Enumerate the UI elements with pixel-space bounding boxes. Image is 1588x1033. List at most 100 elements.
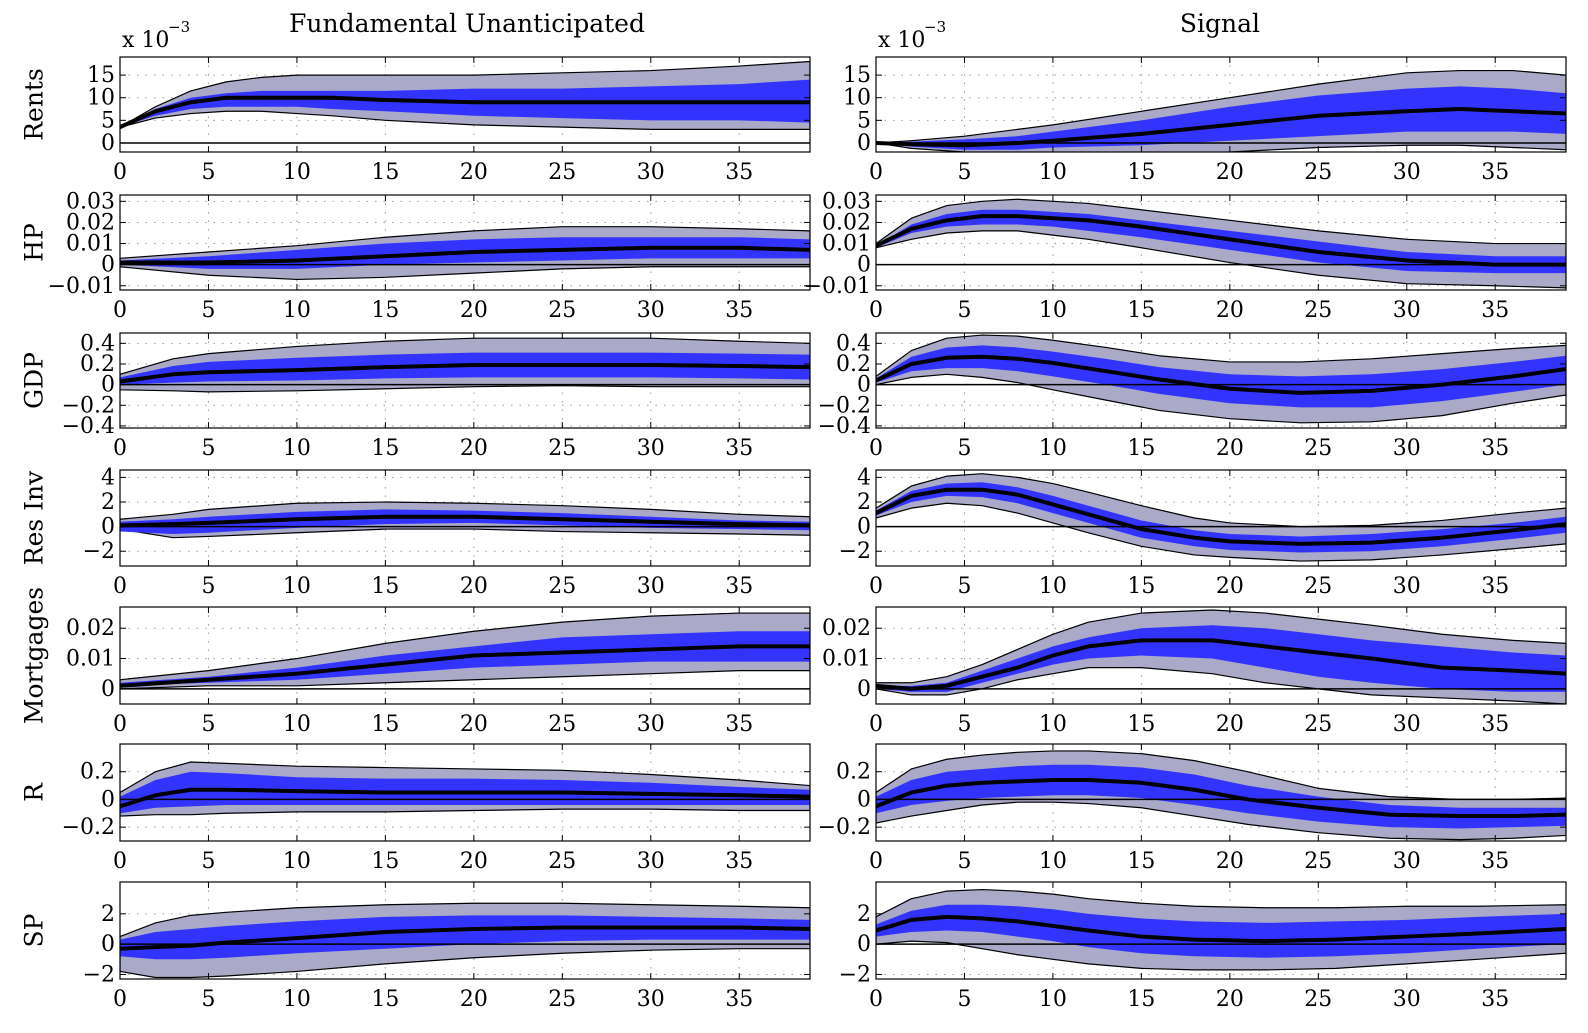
gdp-signal-ytick-label: 0.2	[836, 352, 871, 377]
sp-fundamental-xtick-label: 25	[548, 987, 576, 1012]
rents-fundamental-xtick-label: 0	[113, 160, 127, 185]
gdp-fundamental-ytick-label: 0.2	[80, 352, 115, 377]
sp-signal-panel: 0 5 10 15 20 25 30 35−202	[839, 881, 1567, 1012]
mortgages-fundamental-xtick-label: 10	[283, 712, 311, 737]
hp-signal-xtick-label: 15	[1127, 298, 1155, 323]
res-inv-fundamental-ytick-label: −2	[83, 539, 115, 564]
r-signal-panel: 0 5 10 15 20 25 30 35−0.200.2	[818, 743, 1567, 874]
column-title-signal: Signal	[1180, 9, 1260, 38]
sp-fundamental-xtick-label: 30	[637, 987, 665, 1012]
rents-signal-xtick-label: 25	[1304, 160, 1332, 185]
rents-signal-frame	[875, 56, 1567, 153]
sp-signal-xtick-label: 0	[869, 987, 883, 1012]
mortgages-fundamental-xtick-label: 0	[113, 712, 127, 737]
r-fundamental-median-line	[120, 787, 810, 809]
mortgages-fundamental-ylabel: Mortgages	[20, 587, 49, 724]
mortgages-signal-ytick-label: 0	[857, 677, 871, 702]
hp-signal-ytick-label: 0.03	[822, 189, 871, 214]
res-inv-signal-xtick-label: 30	[1393, 574, 1421, 599]
mortgages-signal-median-line	[876, 638, 1566, 691]
hp-signal-ytick-label: 0.02	[822, 210, 871, 235]
r-signal-xtick-label: 0	[869, 849, 883, 874]
r-fundamental-ytick-label: 0	[101, 787, 115, 812]
r-signal-xtick-label: 10	[1039, 849, 1067, 874]
gdp-fundamental-xtick-label: 30	[637, 436, 665, 461]
rents-signal-ytick-label: 15	[843, 63, 871, 88]
rents-signal-scale-factor: x 10	[878, 28, 925, 53]
hp-fundamental-ytick-label: 0.02	[66, 210, 115, 235]
rents-signal-ytick-label: 10	[843, 86, 871, 111]
rents-fundamental-xtick-label: 15	[371, 160, 399, 185]
r-signal-xtick-label: 20	[1216, 849, 1244, 874]
hp-signal-ytick-label: −0.01	[804, 274, 871, 299]
sp-fundamental-frame	[119, 881, 811, 980]
hp-fundamental-ytick-label: 0.01	[66, 232, 115, 257]
rents-signal-xtick-label: 0	[869, 160, 883, 185]
hp-fundamental-xtick-label: 15	[371, 298, 399, 323]
gdp-signal-ytick-label: 0.4	[836, 331, 871, 356]
res-inv-signal-ytick-label: −2	[839, 539, 871, 564]
hp-fundamental-xtick-label: 20	[460, 298, 488, 323]
rents-fundamental-ylabel: Rents	[20, 68, 49, 141]
gdp-fundamental-frame	[119, 332, 811, 429]
rents-signal-xtick-label: 20	[1216, 160, 1244, 185]
r-fundamental-ylabel: R	[20, 782, 49, 802]
r-signal-median-line	[876, 778, 1566, 819]
r-fundamental-frame	[119, 743, 811, 842]
r-fundamental-xtick-label: 20	[460, 849, 488, 874]
gdp-signal-ytick-label: −0.4	[818, 414, 871, 439]
rents-fundamental-xtick-label: 30	[637, 160, 665, 185]
r-fundamental-xtick-label: 15	[371, 849, 399, 874]
hp-fundamental-ytick-label: −0.01	[48, 274, 115, 299]
hp-signal-xtick-label: 10	[1039, 298, 1067, 323]
rents-fundamental-ytick-label: 5	[101, 108, 115, 133]
res-inv-fundamental-ylabel: Res Inv	[20, 470, 49, 565]
hp-signal-xtick-label: 5	[957, 298, 971, 323]
sp-fundamental-xtick-label: 10	[283, 987, 311, 1012]
rents-signal-scale-exponent: −3	[924, 18, 946, 36]
sp-signal-xtick-label: 25	[1304, 987, 1332, 1012]
r-fundamental-xtick-label: 0	[113, 849, 127, 874]
gdp-fundamental-xtick-label: 35	[725, 436, 753, 461]
gdp-fundamental-ytick-label: −0.2	[62, 393, 115, 418]
hp-fundamental-xtick-label: 5	[201, 298, 215, 323]
mortgages-fundamental-ytick-label: 0	[101, 677, 115, 702]
gdp-signal-xtick-label: 15	[1127, 436, 1155, 461]
sp-fundamental-ytick-label: −2	[83, 962, 115, 987]
mortgages-fundamental-ytick-label: 0.01	[66, 647, 115, 672]
hp-signal-median-line	[876, 214, 1566, 267]
res-inv-fundamental-xtick-label: 15	[371, 574, 399, 599]
res-inv-signal-median-line	[876, 487, 1566, 546]
r-signal-xtick-label: 5	[957, 849, 971, 874]
mortgages-signal-xtick-label: 25	[1304, 712, 1332, 737]
gdp-fundamental-xtick-label: 5	[201, 436, 215, 461]
hp-fundamental-xtick-label: 10	[283, 298, 311, 323]
hp-signal-xtick-label: 25	[1304, 298, 1332, 323]
r-signal-ytick-label: −0.2	[818, 815, 871, 840]
r-fundamental-ytick-label: 0.2	[80, 760, 115, 785]
res-inv-signal-xtick-label: 10	[1039, 574, 1067, 599]
hp-signal-ytick-label: 0	[857, 253, 871, 278]
gdp-signal-xtick-label: 10	[1039, 436, 1067, 461]
r-fundamental-xtick-label: 35	[725, 849, 753, 874]
res-inv-signal-xtick-label: 0	[869, 574, 883, 599]
hp-fundamental-ytick-label: 0	[101, 253, 115, 278]
res-inv-signal-frame	[875, 469, 1567, 567]
rents-fundamental-xtick-label: 5	[201, 160, 215, 185]
res-inv-signal-ytick-label: 4	[857, 465, 871, 490]
sp-signal-xtick-label: 15	[1127, 987, 1155, 1012]
rents-signal-xtick-label: 15	[1127, 160, 1155, 185]
res-inv-signal-xtick-label: 25	[1304, 574, 1332, 599]
r-fundamental-xtick-label: 10	[283, 849, 311, 874]
gdp-signal-xtick-label: 30	[1393, 436, 1421, 461]
rents-signal-ytick-label: 5	[857, 108, 871, 133]
sp-signal-xtick-label: 30	[1393, 987, 1421, 1012]
res-inv-fundamental-frame	[119, 469, 811, 567]
column-title-fundamental: Fundamental Unanticipated	[289, 9, 645, 38]
mortgages-fundamental-xtick-label: 5	[201, 712, 215, 737]
mortgages-signal-xtick-label: 5	[957, 712, 971, 737]
gdp-fundamental-ylabel: GDP	[20, 352, 49, 409]
sp-fundamental-ytick-label: 2	[101, 902, 115, 927]
